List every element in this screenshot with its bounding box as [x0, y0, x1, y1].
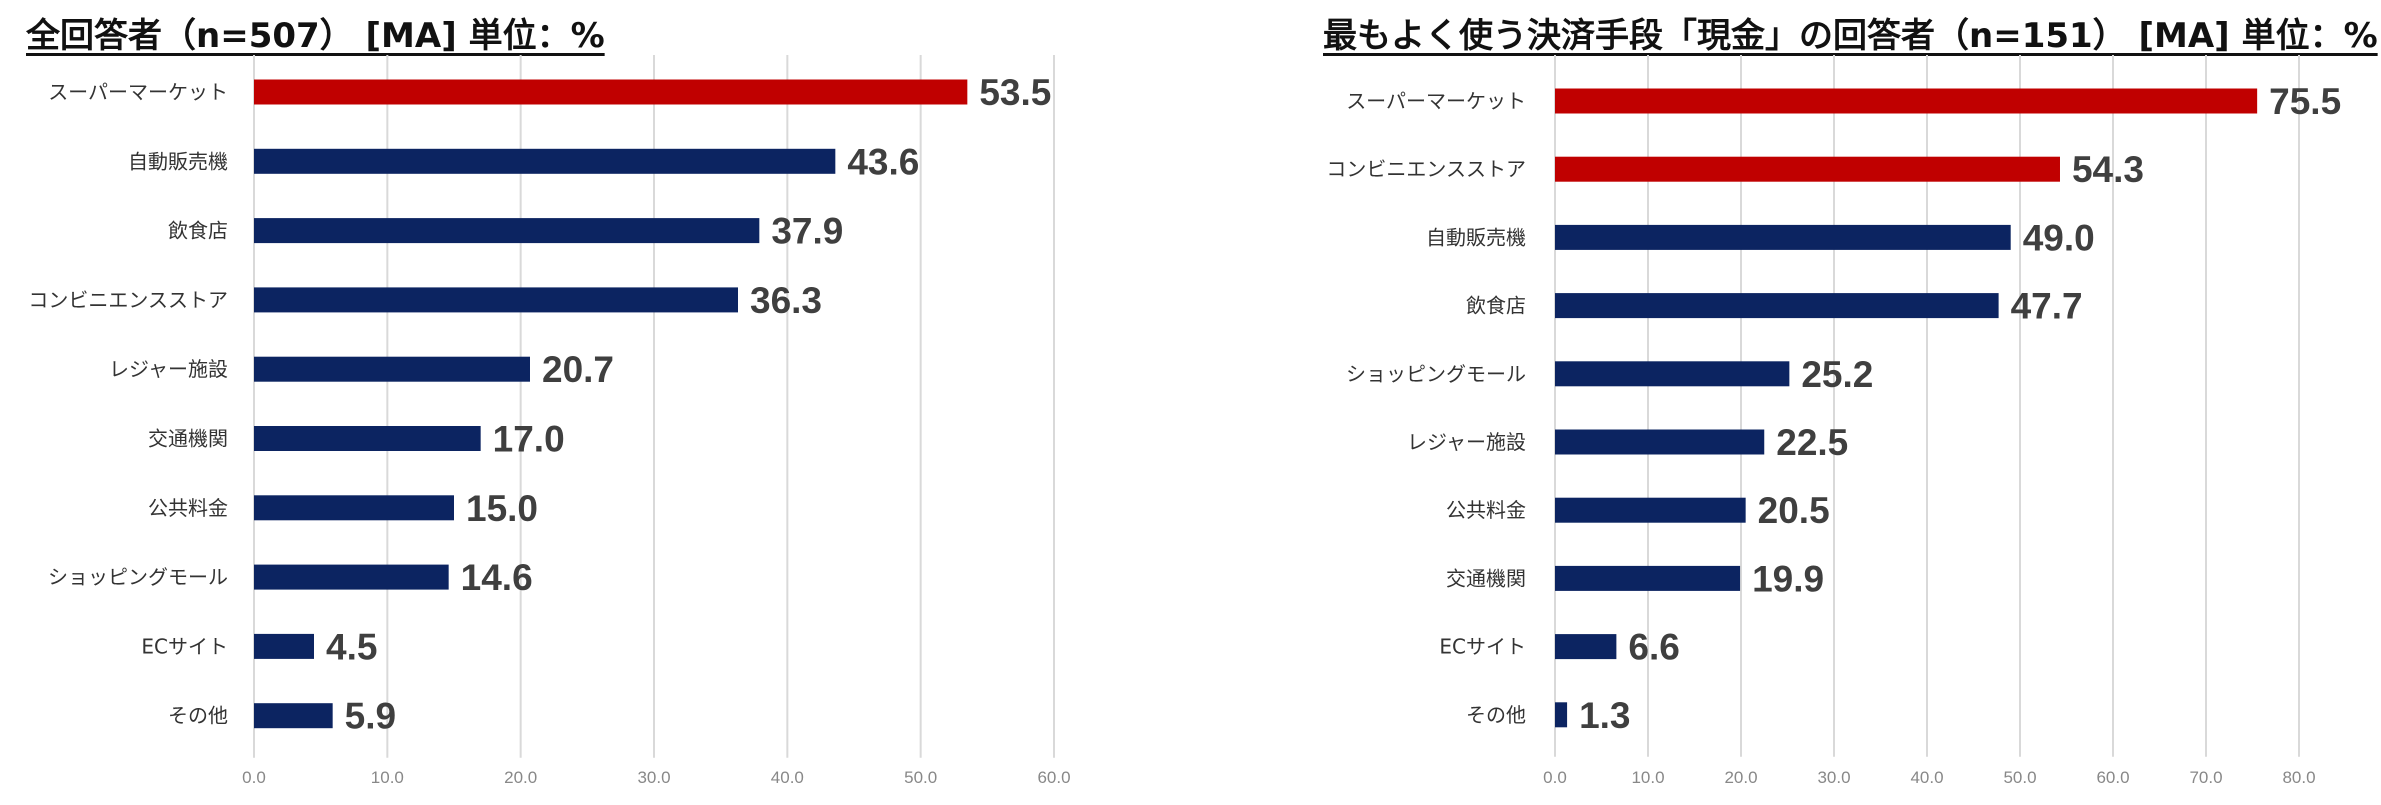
x-tick-label: 40.0	[771, 768, 804, 787]
data-label: 20.5	[1758, 490, 1830, 531]
category-label: ECサイト	[1439, 635, 1526, 659]
data-label: 53.5	[979, 72, 1051, 113]
bar-chart-cash-respondents: 0.0 10.0 20.0 30.0 40.0 50.0 60.0 70.0 80.0 スーパーマ…	[1326, 55, 2341, 787]
bar	[1555, 88, 2258, 114]
x-tick-label: 20.0	[1724, 768, 1757, 787]
bar	[254, 148, 836, 174]
bar	[1555, 361, 1790, 387]
data-label: 14.6	[461, 557, 533, 598]
category-label: 自動販売機	[1426, 225, 1526, 249]
bar	[254, 703, 333, 729]
data-label: 15.0	[466, 488, 538, 529]
x-tick-label: 10.0	[371, 768, 404, 787]
category-label: ショッピングモール	[48, 565, 228, 589]
category-label: ショッピングモール	[1346, 362, 1526, 386]
x-tick-label: 30.0	[637, 768, 670, 787]
bar-chart-all-respondents: 0.0 10.0 20.0 30.0 40.0 50.0 60.0 スーパーマーケット 53.5…	[28, 55, 1071, 787]
category-label: コンビニエンスストア	[28, 288, 228, 312]
x-tick-label: 30.0	[1817, 768, 1850, 787]
bar	[1555, 702, 1568, 728]
category-label: その他	[168, 704, 228, 728]
category-label: 飲食店	[1466, 294, 1526, 318]
data-label: 75.5	[2269, 81, 2341, 122]
bar	[254, 287, 738, 313]
x-tick-label: 60.0	[2096, 768, 2129, 787]
bar	[1555, 293, 1999, 319]
x-tick-label: 20.0	[504, 768, 537, 787]
category-label: 飲食店	[168, 219, 228, 243]
x-tick-label: 70.0	[2189, 768, 2222, 787]
category-label: スーパーマーケット	[48, 80, 228, 104]
category-label: スーパーマーケット	[1346, 89, 1526, 113]
bar	[1555, 156, 2060, 182]
bar	[254, 564, 449, 590]
bar	[254, 218, 760, 244]
bar	[254, 426, 481, 451]
x-tick-label: 50.0	[2003, 768, 2036, 787]
data-label: 1.3	[1579, 695, 1630, 736]
bar	[1555, 429, 1765, 455]
bar	[1555, 565, 1741, 591]
data-label: 20.7	[542, 349, 614, 390]
category-label: レジャー施設	[1407, 430, 1526, 454]
data-label: 49.0	[2023, 217, 2095, 258]
data-label: 4.5	[326, 626, 377, 667]
category-label: ECサイト	[141, 634, 228, 658]
x-tick-label: 80.0	[2282, 768, 2315, 787]
x-tick-label: 40.0	[1910, 768, 1943, 787]
category-label: 自動販売機	[128, 149, 228, 173]
x-tick-label: 0.0	[242, 768, 266, 787]
x-tick-label: 10.0	[1631, 768, 1664, 787]
category-label: 交通機関	[148, 427, 228, 451]
bar	[254, 356, 530, 382]
x-tick-label: 60.0	[1037, 768, 1070, 787]
category-label: 公共料金	[148, 496, 228, 520]
data-label: 19.9	[1752, 558, 1824, 599]
bar	[254, 633, 314, 659]
bar	[1555, 634, 1617, 660]
data-label: 5.9	[345, 696, 396, 737]
data-label: 25.2	[1801, 354, 1873, 395]
category-label: 交通機関	[1446, 566, 1526, 590]
chart-title: 最もよく使う決済手段「現金」の回答者（n=151） [MA] 単位：%	[1323, 16, 2378, 56]
x-tick-label: 0.0	[1543, 768, 1567, 787]
category-label: その他	[1466, 703, 1526, 727]
bar	[254, 79, 968, 105]
data-label: 54.3	[2072, 149, 2144, 190]
chart-title: 全回答者（n=507） [MA] 単位：%	[26, 16, 605, 56]
data-label: 36.3	[750, 280, 822, 321]
data-label: 37.9	[771, 211, 843, 252]
data-label: 43.6	[847, 141, 919, 182]
category-label: 公共料金	[1446, 498, 1526, 522]
bar	[254, 495, 454, 521]
x-tick-label: 50.0	[904, 768, 937, 787]
category-label: コンビニエンスストア	[1326, 157, 1526, 181]
category-label: レジャー施設	[109, 357, 228, 381]
data-label: 22.5	[1776, 422, 1848, 463]
data-label: 47.7	[2011, 286, 2083, 327]
bar	[1555, 224, 2011, 250]
bar	[1555, 497, 1746, 523]
data-label: 17.0	[493, 419, 565, 460]
data-label: 6.6	[1628, 627, 1679, 668]
